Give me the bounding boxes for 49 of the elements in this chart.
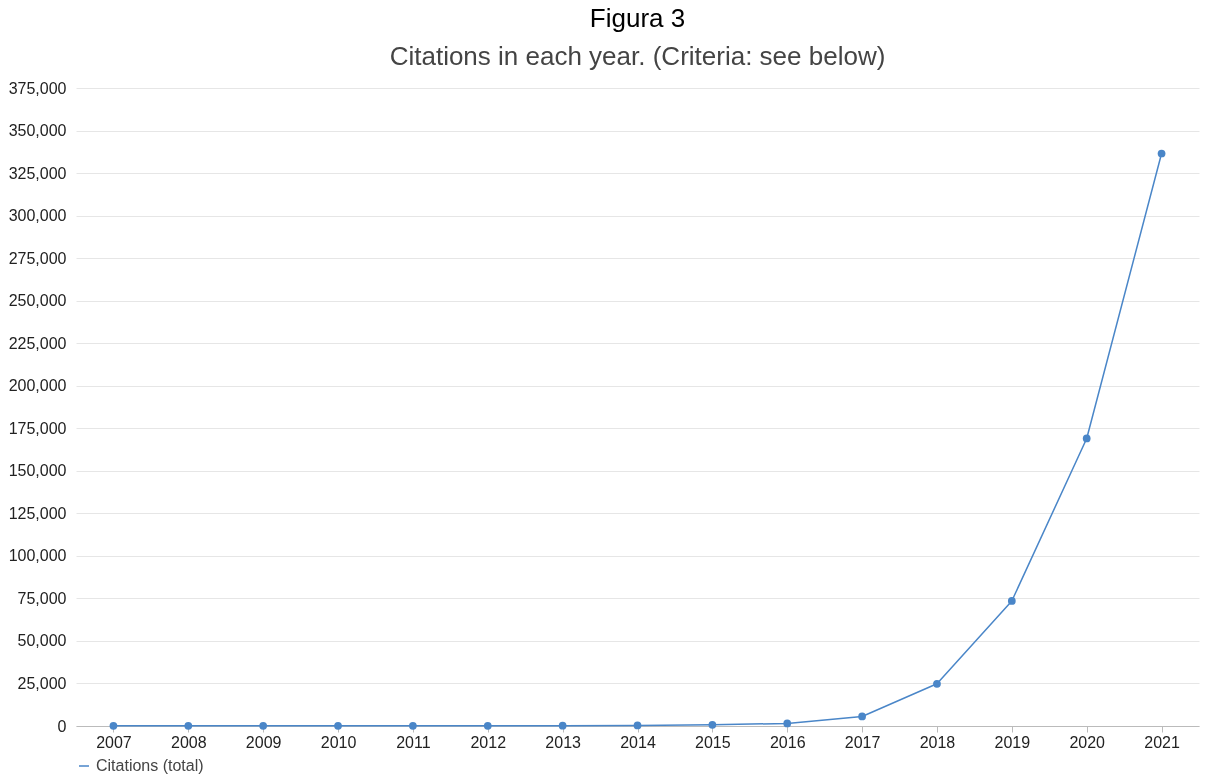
x-tick-label: 2016: [769, 733, 806, 751]
y-tick-label: 25,000: [17, 674, 67, 692]
y-tick-label: 50,000: [17, 632, 67, 650]
point: [558, 721, 567, 730]
point: [334, 721, 342, 730]
y-tick-label: 150,000: [8, 462, 67, 480]
y-tick-label: 175,000: [8, 419, 67, 437]
x-tick-label: 2012: [470, 733, 507, 751]
point: [409, 721, 417, 730]
x-tick-label: 2008: [171, 733, 207, 751]
y-tick-label: 75,000: [17, 589, 67, 607]
point: [184, 721, 193, 730]
y-tick-label: 250,000: [8, 292, 67, 310]
y-tick-label: 225,000: [8, 334, 67, 352]
point: [783, 719, 792, 728]
point: [1157, 149, 1166, 158]
x-tick-label: 2015: [695, 733, 731, 751]
y-tick-label: 100,000: [8, 547, 67, 565]
y-tick-label: 300,000: [8, 207, 67, 225]
chart-subtitle: Citations in each year. (Criteria: see below): [389, 41, 886, 71]
y-tick-label: 325,000: [8, 164, 67, 182]
point: [259, 721, 268, 730]
point: [1007, 597, 1016, 605]
x-tick-label: 2020: [1069, 733, 1106, 751]
x-tick-label: 2019: [994, 733, 1031, 751]
x-tick-label: 2021: [1144, 733, 1180, 751]
x-tick-label: 2018: [919, 733, 956, 751]
legend-label: Citations (total): [96, 757, 204, 774]
y-tick-label: 200,000: [8, 377, 67, 395]
x-tick-label: 2014: [620, 733, 656, 751]
point: [933, 679, 941, 688]
y-tick-label: 275,000: [8, 249, 67, 267]
x-tick-label: 2011: [396, 733, 431, 751]
point: [858, 712, 866, 721]
chart-title: Figura 3: [589, 3, 686, 33]
y-tick-label: 0: [57, 717, 67, 735]
x-tick-label: 2013: [545, 733, 582, 751]
point: [708, 720, 717, 729]
x-tick-label: 2010: [320, 733, 357, 751]
y-tick-label: 350,000: [8, 122, 67, 140]
point: [483, 721, 492, 730]
y-tick-label: 125,000: [8, 504, 67, 522]
x-tick-label: 2017: [844, 733, 881, 751]
point: [109, 721, 118, 730]
x-tick-label: 2009: [245, 733, 282, 751]
point: [633, 721, 642, 730]
y-tick-label: 375,000: [8, 79, 67, 97]
point: [1082, 434, 1091, 443]
x-tick-label: 2007: [96, 733, 132, 751]
